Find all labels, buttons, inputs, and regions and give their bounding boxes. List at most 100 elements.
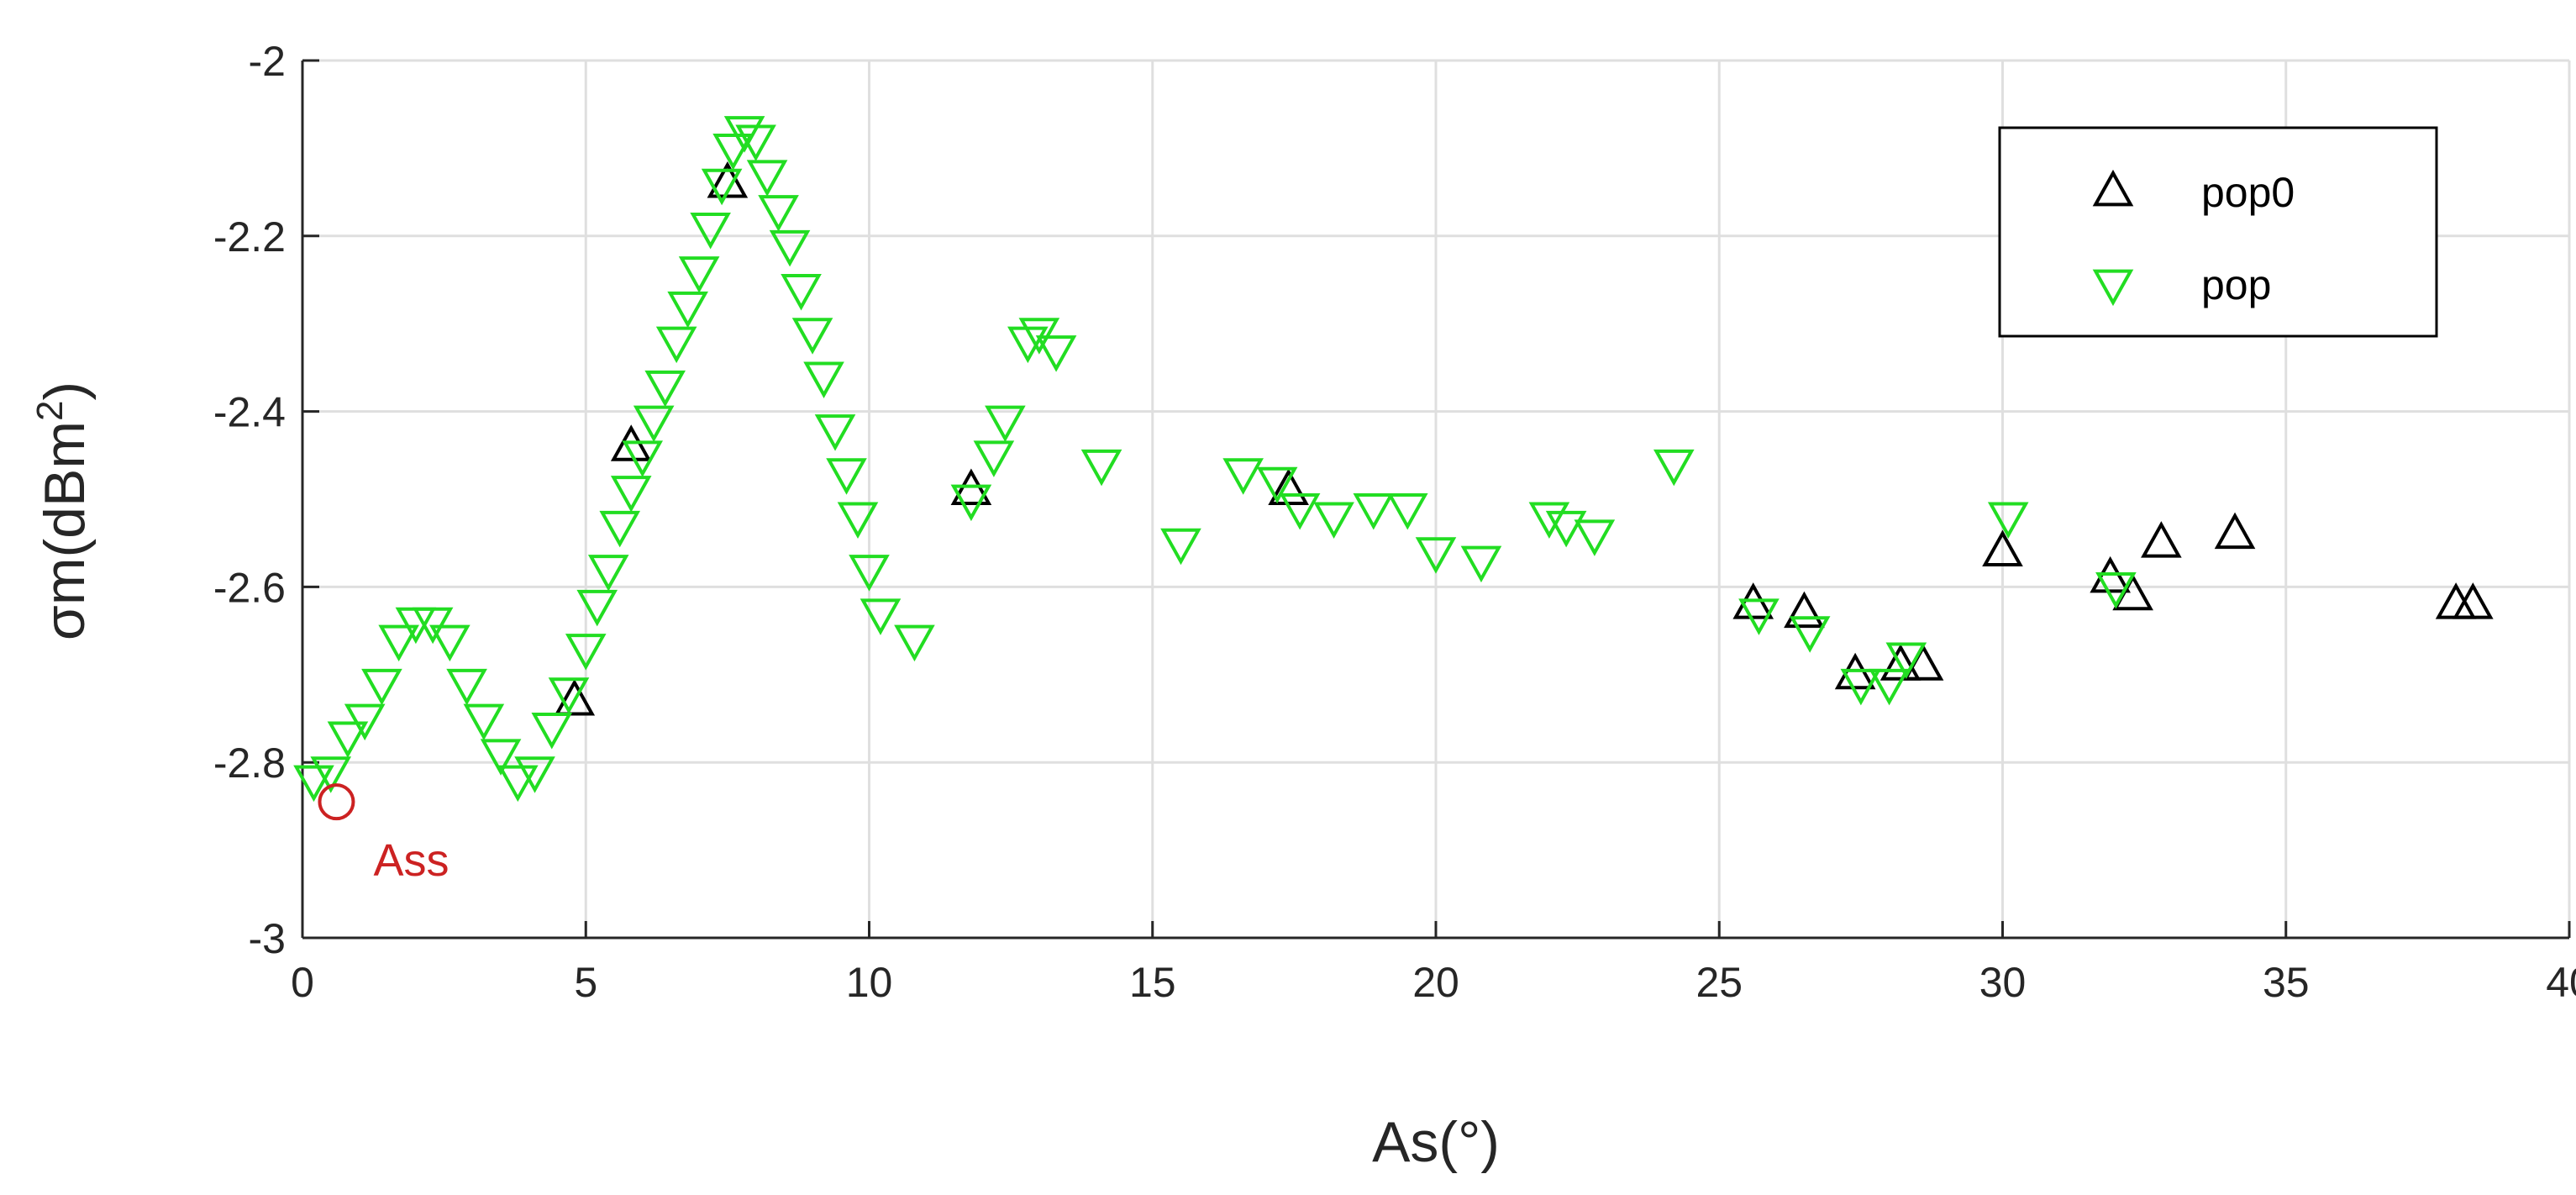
point-pop-1 bbox=[310, 756, 352, 793]
tick-labels: 0 5 10 15 20 25 30 35 40 -3 -2.8 -2.6 -2.4 -2.2 -2 bbox=[213, 38, 2576, 1006]
point-pop-31 bbox=[735, 124, 776, 162]
point-pop-13 bbox=[514, 756, 555, 793]
point-pop-70 bbox=[2095, 572, 2137, 609]
point-pop-59 bbox=[1460, 545, 1502, 583]
legend-marker-pop bbox=[2092, 269, 2134, 307]
point-pop-45 bbox=[973, 440, 1015, 477]
legend-marker-shape-pop bbox=[2092, 269, 2134, 307]
point-pop-67 bbox=[1869, 668, 1910, 706]
point-pop-20 bbox=[610, 476, 652, 513]
point-pop-11 bbox=[480, 739, 522, 776]
point-pop-39 bbox=[826, 458, 867, 495]
point-pop-63 bbox=[1653, 449, 1695, 487]
y-axis-title-superscript: 2 bbox=[29, 401, 71, 421]
point-pop-52 bbox=[1222, 458, 1264, 495]
point-pop0-16 bbox=[2452, 582, 2494, 619]
point-pop-12 bbox=[497, 765, 539, 803]
point-pop-25 bbox=[667, 291, 708, 329]
point-pop-14 bbox=[531, 713, 573, 750]
y-tick-label-2: -2.6 bbox=[213, 564, 286, 611]
point-pop-18 bbox=[587, 555, 629, 592]
point-pop0-2 bbox=[707, 161, 749, 198]
legend-label-pop0: pop0 bbox=[2201, 169, 2295, 216]
y-tick-label-4: -2.2 bbox=[213, 213, 286, 261]
y-tick-label-3: -2.4 bbox=[213, 389, 286, 436]
point-pop-22 bbox=[633, 405, 675, 443]
point-pop-8 bbox=[429, 624, 471, 662]
x-tick-label-7: 35 bbox=[2263, 959, 2310, 1006]
x-tick-label-0: 0 bbox=[291, 959, 314, 1006]
point-pop-42 bbox=[860, 598, 902, 635]
annotation-marker bbox=[318, 783, 355, 821]
point-pop-16 bbox=[565, 634, 607, 671]
x-tick-label-5: 25 bbox=[1695, 959, 1743, 1006]
point-pop-10 bbox=[463, 703, 505, 741]
point-pop-56 bbox=[1353, 493, 1395, 530]
point-pop-19 bbox=[599, 510, 641, 548]
x-tick-label-3: 15 bbox=[1129, 959, 1176, 1006]
x-tick-label-2: 10 bbox=[846, 959, 893, 1006]
point-pop-50 bbox=[1080, 449, 1122, 487]
data-points bbox=[293, 116, 2494, 803]
y-tick-label-0: -3 bbox=[249, 915, 286, 962]
legend-marker-pop0 bbox=[2092, 169, 2134, 207]
point-pop-66 bbox=[1840, 668, 1882, 706]
point-pop-51 bbox=[1160, 528, 1201, 566]
point-pop-54 bbox=[1279, 493, 1321, 530]
y-axis-title: σm(dBm2) bbox=[29, 382, 97, 640]
point-pop-24 bbox=[655, 326, 697, 364]
point-pop-58 bbox=[1415, 537, 1457, 574]
point-pop-38 bbox=[814, 414, 856, 451]
x-tick-label-4: 20 bbox=[1412, 959, 1459, 1006]
point-pop-69 bbox=[1987, 502, 2029, 539]
point-pop-65 bbox=[1789, 616, 1831, 653]
point-pop-55 bbox=[1313, 502, 1354, 539]
point-pop-9 bbox=[446, 668, 487, 706]
point-pop-44 bbox=[950, 484, 992, 522]
y-tick-label-5: -2 bbox=[249, 38, 286, 85]
point-pop-41 bbox=[849, 555, 890, 592]
point-pop-33 bbox=[758, 195, 799, 232]
annotation-label: Ass bbox=[373, 835, 449, 886]
point-pop-0 bbox=[293, 765, 334, 803]
point-pop-21 bbox=[622, 440, 664, 477]
legend: pop0 pop bbox=[1998, 126, 2438, 338]
point-pop-46 bbox=[985, 405, 1026, 443]
point-pop-37 bbox=[803, 361, 844, 398]
x-tick-label-8: 40 bbox=[2546, 959, 2576, 1006]
point-pop0-10 bbox=[1982, 529, 2023, 567]
annotation: Ass bbox=[318, 783, 449, 886]
point-pop-62 bbox=[1574, 519, 1616, 556]
point-pop0-14 bbox=[2214, 512, 2256, 550]
point-pop-40 bbox=[837, 502, 879, 539]
point-pop-64 bbox=[1738, 598, 1780, 635]
legend-label-pop: pop bbox=[2201, 261, 2271, 308]
axes bbox=[301, 59, 2571, 940]
y-tick-label-1: -2.8 bbox=[213, 740, 286, 787]
point-pop-29 bbox=[712, 134, 754, 171]
point-pop-4 bbox=[361, 668, 402, 706]
point-pop-5 bbox=[378, 624, 419, 662]
point-pop0-0 bbox=[554, 679, 596, 716]
legend-box bbox=[1998, 126, 2438, 338]
point-pop-36 bbox=[791, 318, 833, 355]
y-axis-title-base: σm(dBm bbox=[33, 421, 97, 640]
point-pop-7 bbox=[412, 607, 454, 645]
point-pop-35 bbox=[781, 274, 822, 311]
point-pop-23 bbox=[644, 370, 686, 408]
point-pop-68 bbox=[1885, 642, 1927, 680]
point-pop-2 bbox=[327, 721, 369, 758]
point-pop-15 bbox=[548, 677, 590, 714]
point-pop-43 bbox=[894, 624, 935, 662]
y-axis-title-close: ) bbox=[33, 382, 97, 401]
legend-marker-shape-pop0 bbox=[2092, 169, 2134, 207]
series-pop bbox=[293, 116, 2137, 803]
point-pop-32 bbox=[746, 160, 788, 197]
point-pop-61 bbox=[1545, 510, 1587, 548]
point-pop-48 bbox=[1018, 318, 1060, 355]
point-pop0-13 bbox=[2141, 521, 2182, 558]
point-pop-53 bbox=[1256, 466, 1298, 504]
point-pop-34 bbox=[769, 229, 811, 267]
point-pop-27 bbox=[690, 212, 731, 250]
